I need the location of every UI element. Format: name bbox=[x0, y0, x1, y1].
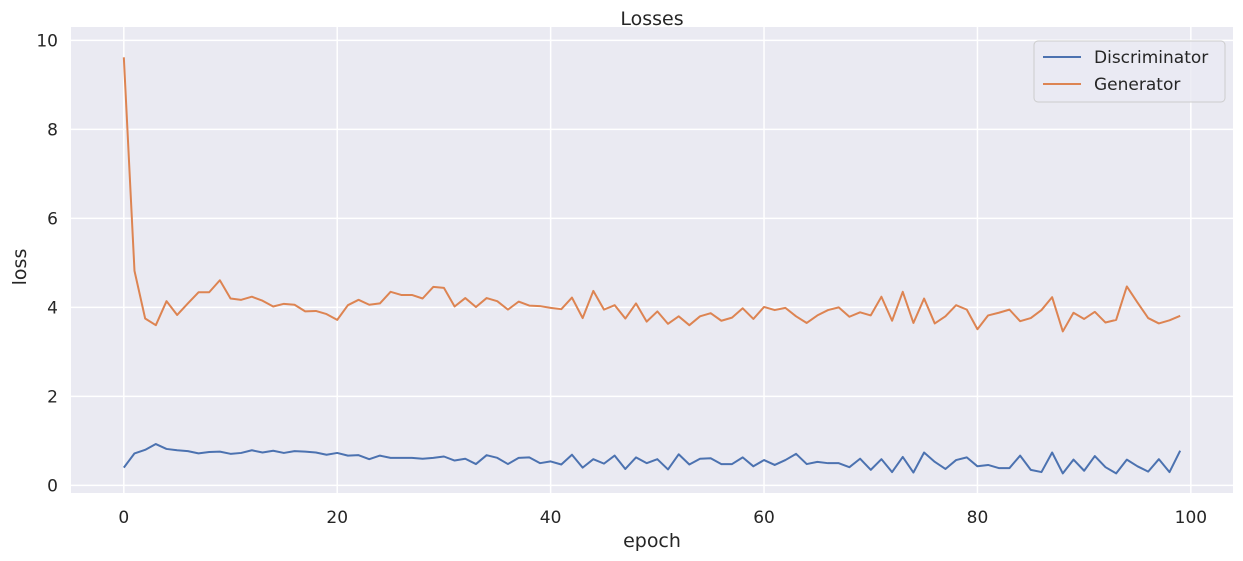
series-line-discriminator bbox=[123, 443, 1182, 475]
x-tick-label: 60 bbox=[753, 508, 775, 528]
legend-box bbox=[1033, 40, 1226, 103]
series-layer bbox=[122, 57, 1182, 475]
legend-label-discriminator: Discriminator bbox=[1094, 48, 1208, 68]
legend: Discriminator Generator bbox=[1033, 40, 1226, 103]
y-axis-label: loss bbox=[9, 249, 31, 286]
x-tick-label: 40 bbox=[540, 508, 562, 528]
y-tick-label: 4 bbox=[47, 298, 58, 318]
chart-title: Losses bbox=[620, 8, 683, 30]
x-tick-label: 80 bbox=[967, 508, 989, 528]
y-tick-label: 6 bbox=[47, 209, 58, 229]
y-tick-label: 8 bbox=[47, 120, 58, 140]
x-tick-label: 20 bbox=[326, 508, 348, 528]
legend-label-generator: Generator bbox=[1094, 75, 1180, 95]
x-axis-label: epoch bbox=[623, 530, 681, 552]
series-line-generator bbox=[122, 57, 1181, 333]
x-tick-label: 0 bbox=[118, 508, 129, 528]
grid bbox=[71, 27, 1233, 493]
y-tick-label: 0 bbox=[47, 476, 58, 496]
plot-background bbox=[71, 27, 1233, 493]
y-tick-label: 10 bbox=[36, 31, 58, 51]
y-tick-label: 2 bbox=[47, 387, 58, 407]
x-tick-label: 100 bbox=[1175, 508, 1207, 528]
ticks: 0 20 40 60 80 100 0 2 4 6 8 10 bbox=[36, 31, 1207, 528]
